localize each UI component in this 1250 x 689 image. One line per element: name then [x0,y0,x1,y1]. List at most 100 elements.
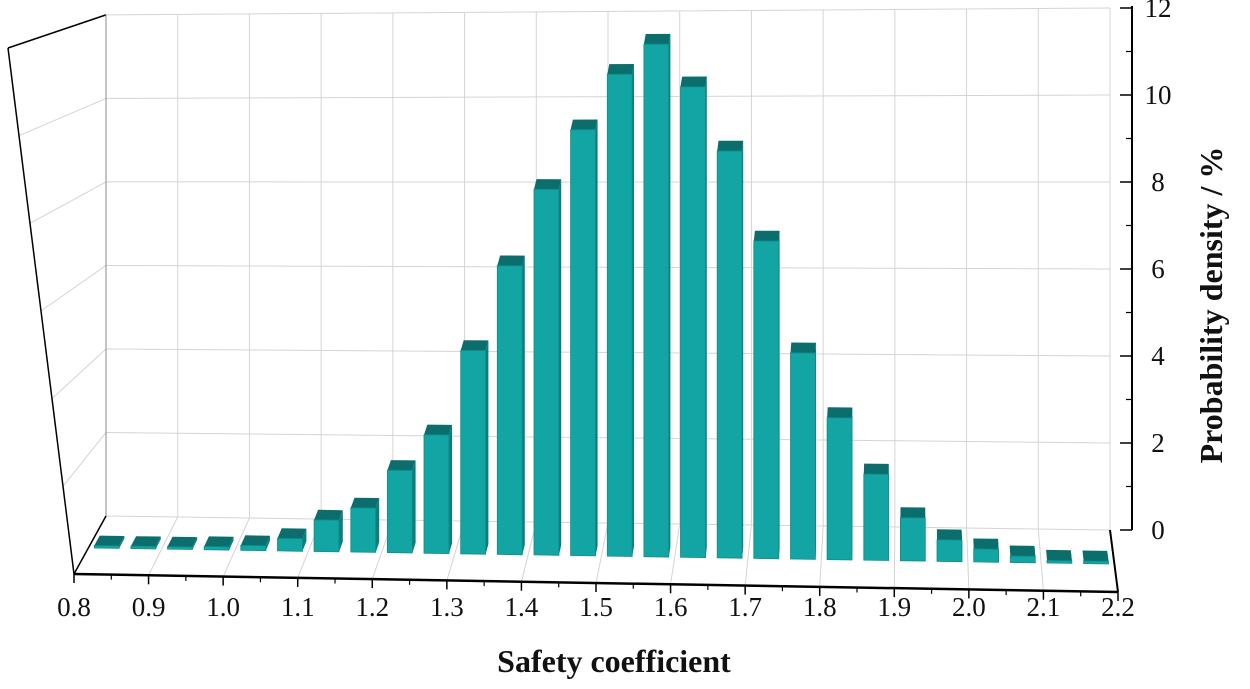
bar-front-face [350,507,377,553]
bar-front-face [277,537,303,552]
floor-right-edge [1109,529,1119,593]
bar [1009,545,1036,564]
bar-side-face [1070,550,1072,564]
bar-front-face [570,129,596,557]
floor-gridline [819,525,824,587]
bar [606,64,634,557]
bar-front-face [863,473,890,561]
y-tick-label: 10 [1145,80,1172,110]
bar [277,528,307,552]
bar-top-face [424,424,452,435]
bar-top-face [277,528,307,539]
bar-top-face [973,538,999,550]
bar [1046,549,1073,564]
bar-side-face [339,510,343,552]
bar-top-face [936,529,962,541]
axes-layer [7,6,1133,601]
x-tick-label: 2.1 [1027,592,1061,622]
bar-side-face [1107,550,1109,564]
bar-front-face [313,519,340,553]
bar-top-face [570,119,598,130]
bar [826,407,853,561]
bar-side-face [595,119,598,556]
bar-top-face [534,179,562,190]
bar-front-face [826,417,853,561]
bar-front-face [203,545,230,551]
x-tick-label: 1.2 [355,592,389,622]
y-tick-label: 2 [1151,428,1165,458]
bar-front-face [606,73,633,557]
bar [570,119,598,557]
bar [790,342,816,560]
bar [973,538,999,563]
x-tick-label: 1.6 [654,592,688,622]
x-tick-label: 1.1 [281,592,315,622]
bar [900,507,926,562]
bar-top-face [460,340,489,351]
bar [936,529,963,563]
x-tick-label: 1.4 [505,592,539,622]
bar-top-face [130,536,161,547]
bar [680,76,707,559]
bar-side-face [119,536,125,549]
bar-side-face [632,64,634,557]
bar-side-face [265,535,270,551]
bar-top-face [94,535,125,546]
bar-top-face [643,33,671,45]
bar-front-face [790,352,816,560]
bar [203,536,234,551]
bar [1082,550,1109,565]
bar-side-face [522,255,525,555]
bar [240,535,270,552]
bar-front-face [1083,560,1109,565]
y-tick-label: 0 [1151,515,1165,545]
bar [460,340,489,555]
side-wall-gridline [29,181,107,224]
bar-side-face [229,536,234,551]
bar-top-face [387,460,416,471]
bar [313,509,343,553]
bar-front-face [973,548,999,563]
bar-top-face [680,76,707,87]
floor-gridline [893,526,896,589]
bar-front-face [753,240,780,560]
bar-side-face [192,537,198,550]
y-tick-label: 6 [1151,254,1165,284]
bar-top-face [497,255,525,266]
floor-gridline [744,524,752,586]
floor-gridline [595,522,609,584]
bar-top-face [827,407,853,418]
bar-top-face [167,536,198,547]
bar-front-face [93,545,120,549]
x-tick-label: 0.9 [132,592,166,622]
bar-top-face [790,342,816,353]
bar-top-face [204,536,234,547]
bar-front-face [533,188,560,556]
bar [863,463,890,561]
bar-front-face [643,43,670,558]
y-tick-label: 12 [1145,0,1172,23]
bar [93,535,125,549]
bar-top-face [350,497,380,509]
x-tick-label: 0.8 [57,592,91,622]
bar [386,460,416,554]
bar-top-face [314,509,343,521]
bar-front-face [1046,559,1073,564]
floor-left-edge [73,515,107,575]
bar-top-face [1046,549,1072,561]
y-tick-label: 4 [1151,341,1165,371]
bar-front-face [167,546,193,550]
bar-top-face [863,463,889,475]
bars-layer [93,33,1109,565]
x-tick-label: 1.5 [579,592,613,622]
top-left-edge [7,14,107,49]
floor-gridline [1037,528,1044,591]
bar [496,255,525,556]
bar-front-face [130,545,157,550]
bar-side-face [412,460,416,553]
back-wall-gridline-y [105,7,1111,16]
bar-top-face [1082,550,1109,562]
bar-front-face [716,150,743,559]
bar-top-face [240,535,270,546]
